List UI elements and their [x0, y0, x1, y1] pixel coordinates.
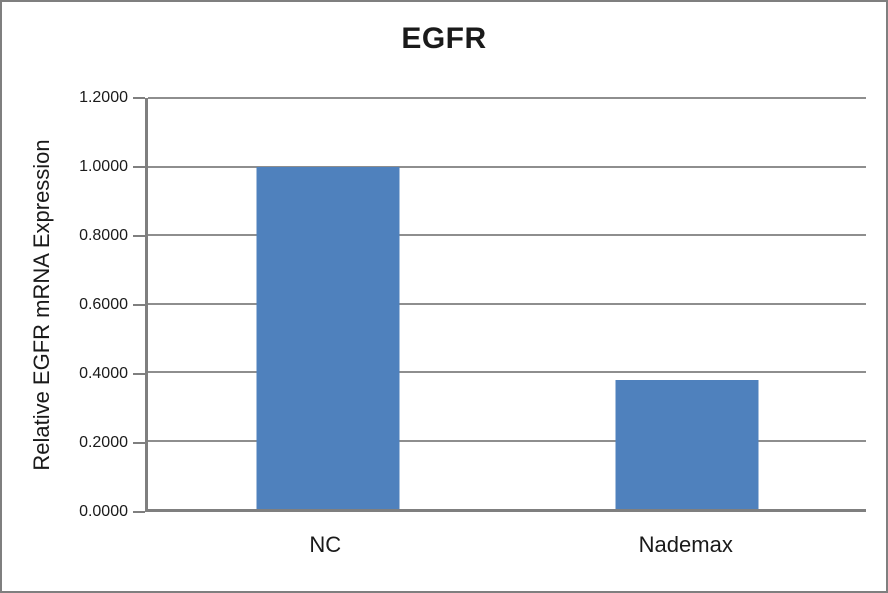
- bar-nc: [256, 166, 399, 509]
- y-tick-label: 0.6000: [79, 296, 128, 313]
- gridline: [148, 439, 866, 442]
- y-axis-tick-labels: 0.0000 0.2000 0.4000 0.6000 0.8000 1.0000 1.20…: [2, 89, 128, 520]
- x-axis-category-labels: NC Nademax: [145, 532, 866, 566]
- y-tick-mark: [133, 511, 145, 513]
- y-tick-label: 0.2000: [79, 434, 128, 452]
- y-tick-mark: [133, 97, 145, 99]
- plot-area: [145, 97, 866, 512]
- gridline: [148, 234, 866, 237]
- y-tick-label: 0.0000: [79, 503, 128, 520]
- y-tick-mark: [133, 235, 145, 238]
- y-tick-mark: [133, 373, 145, 376]
- y-tick-label: 1.0000: [79, 158, 128, 175]
- y-tick-label: 0.8000: [79, 227, 128, 245]
- x-category-label: Nademax: [638, 532, 733, 557]
- x-category-label: NC: [309, 532, 342, 557]
- y-axis-tick-marks: [133, 97, 145, 513]
- y-tick-mark: [133, 442, 145, 445]
- gridline: [148, 97, 866, 99]
- chart-title: EGFR: [401, 22, 487, 55]
- gridline: [148, 165, 866, 168]
- gridline: [148, 302, 866, 305]
- y-tick-label: 0.4000: [79, 365, 128, 383]
- y-tick-mark: [133, 304, 145, 306]
- y-tick-label: 1.2000: [79, 89, 128, 106]
- y-tick-mark: [133, 166, 145, 168]
- gridline: [148, 371, 866, 374]
- bar-nademax: [615, 379, 758, 509]
